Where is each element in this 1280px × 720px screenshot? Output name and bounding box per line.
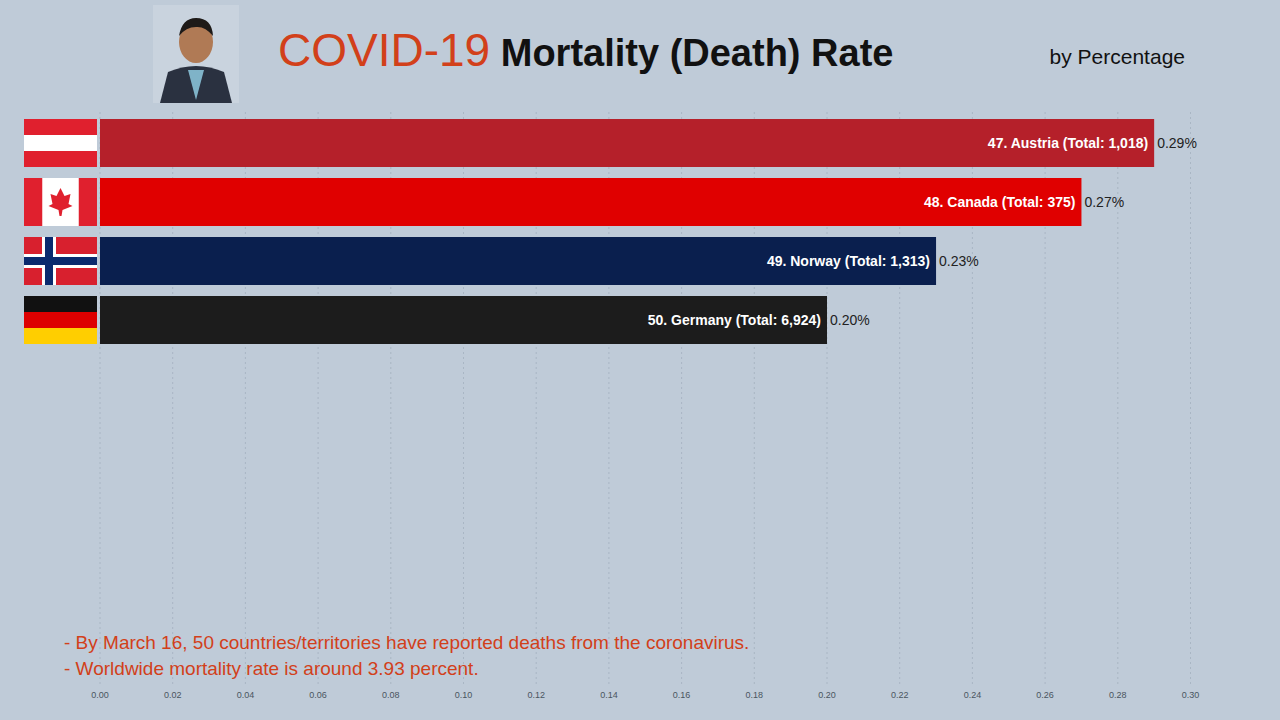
flag-part <box>24 312 97 328</box>
chart: COVID-19 Mortality (Death) Rate by Percen… <box>0 0 1280 720</box>
photo-frame <box>153 5 239 103</box>
category-label: 47. Austria (Total: 1,018) <box>988 135 1148 151</box>
bars <box>100 119 1154 344</box>
flag-part <box>24 178 42 226</box>
tick-label: 0.02 <box>164 690 182 700</box>
tick-label: 0.08 <box>382 690 400 700</box>
flag <box>24 237 97 285</box>
flag-part <box>24 151 97 167</box>
photo-hair <box>179 18 213 36</box>
flag-part <box>24 178 97 226</box>
category-label: 50. Germany (Total: 6,924) <box>648 312 821 328</box>
grid-line <box>1190 112 1191 685</box>
bar <box>100 296 827 344</box>
flag-part <box>24 328 97 344</box>
value-label: 0.29% <box>1157 135 1197 151</box>
subtitle: by Percentage <box>1050 45 1185 68</box>
value-label: 0.23% <box>939 253 979 269</box>
tick-label: 0.16 <box>673 690 691 700</box>
title-part: COVID-19 <box>278 24 490 76</box>
flag-part <box>24 296 97 312</box>
tick-label: 0.12 <box>527 690 545 700</box>
bar <box>100 237 936 285</box>
flag-part <box>24 254 97 268</box>
flag <box>24 296 97 344</box>
tick-label: 0.20 <box>818 690 836 700</box>
labels: 47. Austria (Total: 1,018) 0.29% 48. Canad… <box>648 135 1197 328</box>
photo-suit <box>160 66 232 103</box>
tick-label: 0.30 <box>1182 690 1200 700</box>
title-part: Mortality (Death) Rate <box>490 32 893 74</box>
flags <box>24 119 97 344</box>
annotation: - By March 16, 50 countries/territories … <box>64 632 749 653</box>
title: COVID-19 Mortality (Death) Rate <box>278 24 893 76</box>
flag-part <box>24 119 97 135</box>
tick-label: 0.06 <box>309 690 327 700</box>
presenter-photo <box>153 5 239 103</box>
tick-label: 0.24 <box>964 690 982 700</box>
flag <box>24 178 97 226</box>
flag-part <box>24 237 97 285</box>
flag-leaf <box>49 188 73 216</box>
bar <box>100 119 1154 167</box>
tick-label: 0.14 <box>600 690 618 700</box>
tick-label: 0.00 <box>91 690 109 700</box>
value-label: 0.20% <box>830 312 870 328</box>
tick-label: 0.26 <box>1036 690 1054 700</box>
value-label: 0.27% <box>1084 194 1124 210</box>
flag-part <box>24 119 97 167</box>
grid <box>100 112 1191 685</box>
tick-label: 0.28 <box>1109 690 1127 700</box>
flag-part <box>24 257 97 265</box>
flag <box>24 119 97 167</box>
tick-label: 0.18 <box>746 690 764 700</box>
category-label: 48. Canada (Total: 375) <box>924 194 1075 210</box>
bar <box>100 178 1081 226</box>
category-label: 49. Norway (Total: 1,313) <box>767 253 930 269</box>
annotation: - Worldwide mortality rate is around 3.9… <box>64 658 479 679</box>
background <box>0 0 1280 720</box>
photo-shirt <box>188 70 204 100</box>
tick-label: 0.04 <box>237 690 255 700</box>
tick-label: 0.22 <box>891 690 909 700</box>
tick-label: 0.10 <box>455 690 473 700</box>
flag-part <box>79 178 97 226</box>
